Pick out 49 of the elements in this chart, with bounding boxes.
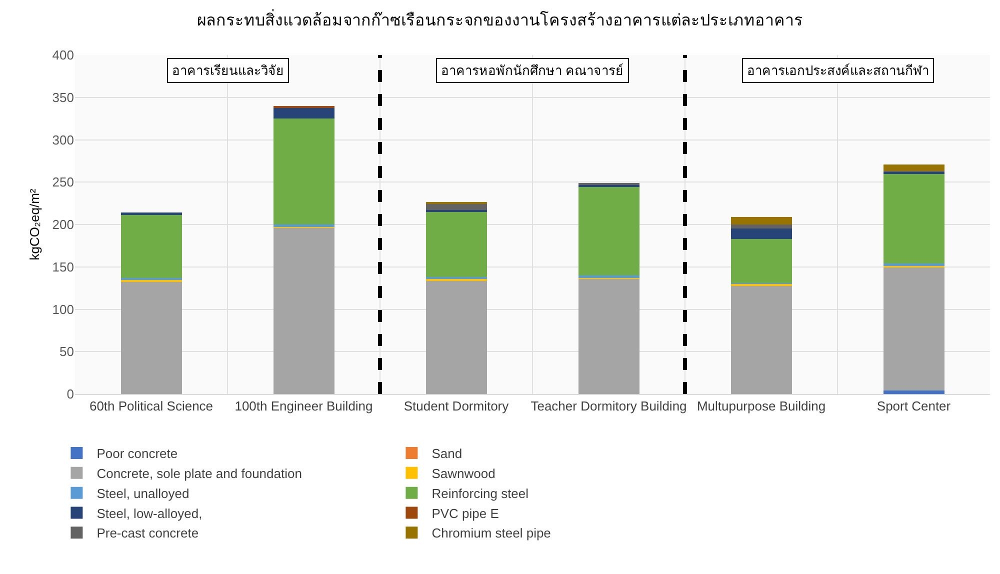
x-tick-label: 100th Engineer Building [234, 398, 373, 414]
legend-label: Pre-cast concrete [96, 526, 199, 541]
chart-title: ผลกระทบสิ่งแวดล้อมจากก๊าซเรือนกระจกของงานโครงสร้างอาคารแต่ละประเภทอาคาร [197, 8, 803, 30]
bar [578, 278, 640, 394]
y-tick-label: 150 [52, 259, 74, 274]
bar [730, 228, 792, 239]
band-label: อาคารเอกประสงค์และสถานกีฬา [747, 63, 929, 78]
x-tick-label: Teacher Dormitory Building [530, 398, 687, 414]
legend-label: Poor concrete [96, 446, 178, 462]
bar [883, 268, 944, 391]
bar [273, 118, 334, 224]
y-tick-label: 400 [52, 48, 74, 63]
bar [273, 228, 334, 394]
legend-label: Reinforcing steel [432, 486, 529, 501]
y-tick-label: 0 [66, 386, 74, 402]
y-tick-label: 300 [52, 132, 74, 148]
band-label: อาคารหอพักนักศึกษา คณาจารย์ [441, 63, 624, 78]
legend-label: Steel, unalloyed [96, 486, 190, 501]
bar [120, 212, 182, 216]
x-tick-label: Multupurpose Building [696, 398, 826, 414]
x-tick-label: 60th Political Science [89, 398, 214, 414]
y-tick-label: 50 [60, 344, 74, 360]
bar [730, 224, 792, 229]
bar [883, 164, 944, 172]
y-axis-title: kgCO₂eq/m² [27, 188, 42, 260]
bar [273, 108, 334, 119]
y-tick-label: 200 [52, 217, 74, 232]
legend-label: Steel, low-alloyed, [96, 506, 202, 521]
bar [730, 238, 792, 283]
legend-label: Sand [432, 446, 462, 462]
legend-label: Concrete, sole plate and foundation [96, 466, 302, 481]
bar [730, 286, 792, 394]
bar [883, 390, 944, 394]
legend-label: Sawnwood [432, 466, 496, 481]
x-tick-label: Student Dormitory [404, 398, 510, 414]
bar [883, 174, 944, 264]
y-tick-label: 250 [52, 174, 74, 190]
y-tick-label: 100 [52, 302, 74, 317]
band-label: อาคารเรียนและวิจัย [172, 63, 284, 78]
x-tick-label: Sport Center [876, 398, 952, 414]
bar [120, 215, 182, 278]
bar [578, 187, 640, 276]
bar [426, 212, 487, 278]
bar [730, 216, 792, 224]
y-tick-label: 350 [52, 90, 74, 105]
legend-label: PVC pipe E [432, 506, 500, 521]
legend-label: Chromium steel pipe [432, 526, 551, 541]
bar [426, 280, 487, 394]
bar [120, 281, 182, 394]
